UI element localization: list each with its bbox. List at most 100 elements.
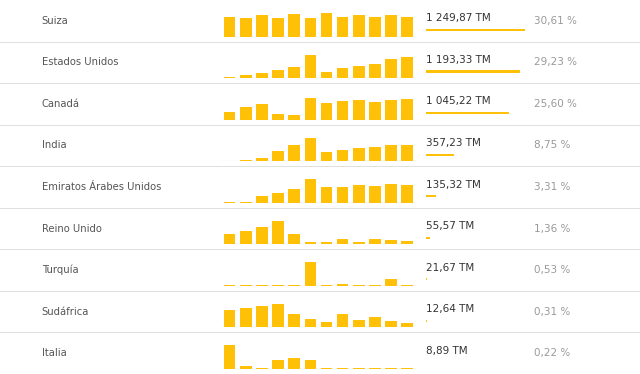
Bar: [272, 285, 284, 286]
Bar: [305, 138, 316, 161]
Text: 25,60 %: 25,60 %: [534, 99, 577, 109]
Bar: [256, 227, 268, 244]
Bar: [305, 55, 316, 78]
Text: 8,89 TM: 8,89 TM: [426, 346, 467, 356]
Bar: [321, 71, 332, 78]
Bar: [240, 75, 252, 78]
Text: 0,31 %: 0,31 %: [534, 307, 571, 317]
Text: 55,57 TM: 55,57 TM: [426, 221, 474, 231]
Bar: [224, 310, 236, 328]
Bar: [305, 319, 316, 328]
Bar: [321, 103, 332, 120]
Bar: [337, 368, 348, 369]
Bar: [337, 284, 348, 286]
Bar: [224, 112, 236, 120]
Bar: [305, 359, 316, 369]
Text: Suiza: Suiza: [42, 16, 68, 26]
Bar: [256, 158, 268, 161]
Bar: [256, 15, 268, 37]
Bar: [353, 185, 365, 203]
Bar: [337, 187, 348, 203]
Text: 0,53 %: 0,53 %: [534, 265, 571, 275]
Text: Canadá: Canadá: [42, 99, 79, 109]
Text: 1,36 %: 1,36 %: [534, 224, 571, 233]
Bar: [321, 322, 332, 328]
Bar: [305, 179, 316, 203]
Bar: [337, 150, 348, 161]
Bar: [385, 100, 397, 120]
Bar: [401, 368, 413, 369]
Bar: [256, 196, 268, 203]
Text: 8,75 %: 8,75 %: [534, 141, 571, 150]
Bar: [353, 321, 365, 328]
Bar: [401, 145, 413, 161]
Text: 1 045,22 TM: 1 045,22 TM: [426, 96, 490, 106]
Bar: [385, 184, 397, 203]
Bar: [272, 193, 284, 203]
Bar: [224, 202, 236, 203]
Bar: [289, 358, 300, 369]
Bar: [272, 304, 284, 328]
Bar: [401, 57, 413, 78]
Bar: [385, 240, 397, 244]
Bar: [369, 64, 381, 78]
Bar: [272, 114, 284, 120]
Bar: [369, 102, 381, 120]
Text: 135,32 TM: 135,32 TM: [426, 180, 481, 190]
Bar: [369, 186, 381, 203]
Bar: [353, 99, 365, 120]
Bar: [385, 321, 397, 328]
Text: 30,61 %: 30,61 %: [534, 16, 577, 26]
Bar: [305, 262, 316, 286]
Bar: [321, 13, 332, 37]
Bar: [224, 346, 236, 369]
Bar: [337, 101, 348, 120]
Text: Sudáfrica: Sudáfrica: [42, 307, 89, 317]
Bar: [353, 15, 365, 37]
Bar: [272, 18, 284, 37]
Text: India: India: [42, 141, 66, 150]
Bar: [289, 188, 300, 203]
Bar: [353, 66, 365, 78]
Bar: [289, 234, 300, 244]
Bar: [401, 323, 413, 328]
Text: Estados Unidos: Estados Unidos: [42, 57, 118, 67]
Bar: [369, 16, 381, 37]
Bar: [240, 366, 252, 369]
Text: 21,67 TM: 21,67 TM: [426, 263, 474, 273]
Bar: [240, 308, 252, 328]
Bar: [385, 279, 397, 286]
Bar: [337, 68, 348, 78]
Bar: [369, 368, 381, 369]
Bar: [401, 16, 413, 37]
Bar: [369, 147, 381, 161]
Bar: [305, 98, 316, 120]
Bar: [385, 368, 397, 369]
Bar: [353, 285, 365, 286]
Bar: [240, 107, 252, 120]
Bar: [321, 187, 332, 203]
Bar: [369, 317, 381, 328]
Bar: [289, 14, 300, 37]
Bar: [224, 77, 236, 78]
Text: 1 193,33 TM: 1 193,33 TM: [426, 55, 490, 65]
Bar: [289, 285, 300, 286]
Bar: [385, 145, 397, 161]
Bar: [272, 221, 284, 244]
Bar: [305, 242, 316, 244]
Bar: [289, 314, 300, 328]
Bar: [337, 16, 348, 37]
Bar: [289, 145, 300, 161]
Bar: [305, 18, 316, 37]
Bar: [385, 15, 397, 37]
Bar: [240, 202, 252, 203]
Bar: [369, 285, 381, 286]
Bar: [256, 368, 268, 369]
Bar: [256, 73, 268, 78]
Text: Italia: Italia: [42, 348, 67, 358]
Text: 1 249,87 TM: 1 249,87 TM: [426, 13, 490, 23]
Text: 357,23 TM: 357,23 TM: [426, 138, 481, 148]
Bar: [401, 99, 413, 120]
Bar: [240, 231, 252, 244]
Bar: [401, 285, 413, 286]
